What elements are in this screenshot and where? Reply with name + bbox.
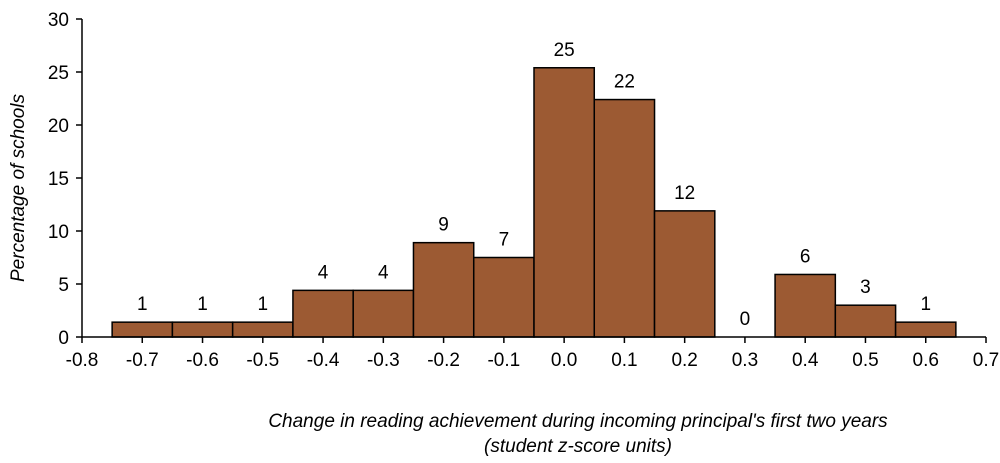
y-tick-label: 25	[48, 63, 69, 84]
histogram-bar	[231, 321, 294, 338]
bar-value-label: 1	[137, 294, 148, 315]
x-tick-label: -0.6	[186, 350, 219, 371]
histogram-bar	[171, 321, 234, 338]
histogram-bar	[111, 321, 174, 338]
x-tick-label: 0.1	[611, 350, 637, 371]
histogram-bar	[292, 289, 354, 338]
histogram-bar	[593, 98, 656, 338]
y-axis-title: Percentage of schools	[8, 94, 29, 283]
bar-value-label: 4	[318, 262, 329, 283]
histogram-bar	[834, 304, 897, 338]
x-axis-title-line2: (student z-score units)	[484, 436, 672, 457]
x-tick-label: -0.2	[427, 350, 460, 371]
histogram-bar	[653, 210, 716, 338]
y-tick-label: 20	[48, 116, 69, 137]
bar-value-label: 9	[438, 215, 449, 236]
x-tick-label: 0.3	[732, 350, 758, 371]
bar-value-label: 12	[674, 183, 695, 204]
x-tick-label: -0.8	[66, 350, 99, 371]
x-tick-label: -0.4	[307, 350, 340, 371]
x-tick-label: 0.6	[913, 350, 939, 371]
x-axis-title: Change in reading achievement during inc…	[268, 411, 888, 432]
x-tick-label: -0.1	[487, 350, 520, 371]
x-tick-label: 0.7	[973, 350, 999, 371]
bar-value-label: 22	[614, 72, 635, 93]
bar-value-label: 6	[800, 246, 811, 267]
ticks-layer: -0.8 -0.7 -0.6 -0.5 -0.4 -0.3 -0.2 -0.1 0.0 0.1 0.…	[48, 10, 999, 371]
bar-value-label: 7	[499, 230, 510, 251]
histogram-bar	[472, 256, 535, 338]
bar-value-label: 1	[197, 294, 208, 315]
histogram-bar	[533, 67, 596, 338]
y-tick-label: 10	[48, 222, 69, 243]
bar-value-label: 1	[920, 294, 931, 315]
y-tick-label: 5	[58, 275, 69, 296]
x-tick-label: -0.3	[367, 350, 400, 371]
bars-layer	[111, 67, 957, 338]
histogram-bar	[412, 241, 475, 338]
x-tick-label: 0.5	[852, 350, 878, 371]
bar-value-label: 1	[258, 294, 269, 315]
x-tick-label: -0.5	[246, 350, 279, 371]
x-tick-label: -0.7	[126, 350, 159, 371]
histogram-bar	[894, 321, 957, 338]
bar-value-label: 3	[860, 277, 871, 298]
histogram-bar	[774, 273, 837, 338]
y-tick-label: 0	[58, 328, 69, 349]
labels-layer: 1 1 1 4 4 9 7 25 22 12 0 6 3 1	[137, 40, 931, 330]
x-tick-label: 0.2	[671, 350, 697, 371]
bar-value-label: 25	[554, 40, 575, 61]
histogram-bar	[352, 289, 415, 338]
bar-value-label: 4	[378, 262, 389, 283]
x-tick-label: 0.0	[551, 350, 577, 371]
y-tick-label: 15	[48, 169, 69, 190]
bar-value-label: 0	[740, 309, 751, 330]
x-tick-label: 0.4	[792, 350, 819, 371]
y-tick-label: 30	[48, 10, 69, 31]
